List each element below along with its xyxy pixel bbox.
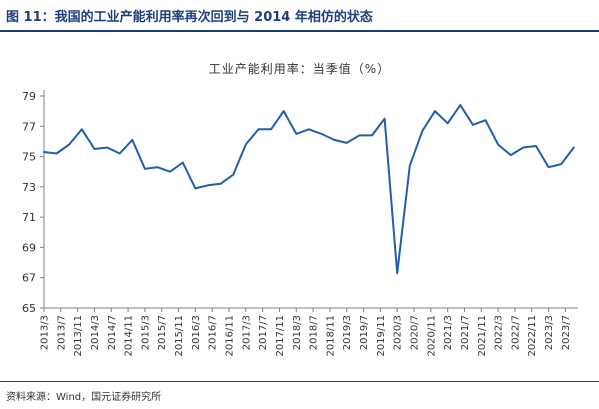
data-point — [371, 134, 373, 136]
data-point — [485, 119, 487, 121]
data-point — [43, 151, 45, 153]
x-tick-label: 2020/7 — [410, 315, 421, 350]
data-point — [434, 110, 436, 112]
data-point — [56, 153, 58, 155]
data-point — [283, 110, 285, 112]
x-tick-label: 2017/3 — [241, 315, 252, 350]
x-tick-label: 2016/11 — [225, 315, 236, 357]
x-tick-label: 2018/3 — [292, 315, 303, 350]
line-chart: 65 67 69 71 73 75 77 79 2013/3 2013/7 2013/11 2014/… — [22, 90, 578, 357]
data-point — [396, 272, 398, 274]
x-tick-label: 2016/7 — [208, 315, 219, 350]
data-point — [333, 139, 335, 141]
data-point — [535, 145, 537, 147]
data-point — [421, 130, 423, 132]
x-tick-label: 2019/11 — [376, 315, 387, 357]
data-point — [245, 144, 247, 146]
x-tick-label: 2014/7 — [107, 315, 118, 350]
data-point — [169, 171, 171, 173]
x-tick-label: 2016/3 — [191, 315, 202, 350]
data-point — [358, 134, 360, 136]
y-tick-label: 65 — [22, 302, 36, 315]
x-tick-label: 2013/11 — [73, 315, 84, 357]
data-point — [68, 144, 70, 146]
data-point — [510, 154, 512, 156]
x-tick-label: 2014/3 — [90, 315, 101, 350]
x-tick-label: 2021/11 — [477, 315, 488, 357]
data-point — [144, 168, 146, 170]
x-tick-label: 2022/7 — [510, 315, 521, 350]
data-point — [321, 133, 323, 135]
x-tick-label: 2017/11 — [275, 315, 286, 357]
y-tick-label: 75 — [22, 151, 36, 164]
y-tick-label: 69 — [22, 241, 36, 254]
x-tick-label: 2023/7 — [561, 315, 572, 350]
x-tick-label: 2022/11 — [527, 315, 538, 357]
data-point — [232, 174, 234, 176]
data-point — [522, 147, 524, 149]
x-tick-label: 2013/7 — [56, 315, 67, 350]
x-tick-label: 2018/11 — [325, 315, 336, 357]
x-tick-label: 2021/3 — [443, 315, 454, 350]
figure-title: 图 11：我国的工业产能利用率再次回到与 2014 年相仿的状态 — [6, 10, 373, 25]
x-tick-label: 2023/3 — [544, 315, 555, 350]
series-line — [43, 104, 575, 275]
data-point — [106, 147, 108, 149]
data-point — [94, 148, 96, 150]
source-note: 资料来源：Wind，国元证券研究所 — [6, 392, 162, 403]
data-point — [447, 122, 449, 124]
data-point — [308, 128, 310, 130]
data-point — [346, 142, 348, 144]
footer-divider — [0, 381, 599, 382]
x-tick-label: 2021/7 — [460, 315, 471, 350]
x-tick-label: 2015/7 — [157, 315, 168, 350]
data-point — [295, 133, 297, 135]
y-tick-label: 79 — [22, 90, 36, 103]
data-point — [497, 144, 499, 146]
data-point — [384, 118, 386, 120]
data-point — [472, 124, 474, 126]
data-point — [409, 165, 411, 167]
data-point — [207, 184, 209, 186]
data-point — [131, 139, 133, 141]
x-tick-label: 2015/3 — [140, 315, 151, 350]
x-tick-label: 2013/3 — [40, 315, 51, 350]
data-point — [81, 128, 83, 130]
x-tick-label: 2014/11 — [124, 315, 135, 357]
x-tick-label: 2015/11 — [174, 315, 185, 357]
data-point — [548, 166, 550, 168]
data-point — [194, 187, 196, 189]
data-point — [573, 147, 575, 149]
x-tick-label: 2019/3 — [342, 315, 353, 350]
y-tick-label: 67 — [22, 272, 36, 285]
chart-title: 工业产能利用率：当季值（%） — [208, 62, 391, 76]
y-tick-label: 71 — [22, 211, 36, 224]
data-point — [560, 163, 562, 165]
x-tick-label: 2022/3 — [494, 315, 505, 350]
x-tick-label: 2018/7 — [309, 315, 320, 350]
data-point — [270, 128, 272, 130]
data-point — [119, 153, 121, 155]
y-tick-label: 77 — [22, 120, 36, 133]
data-point — [157, 166, 159, 168]
data-point — [220, 183, 222, 185]
x-tick-label: 2020/11 — [426, 315, 437, 357]
data-point — [257, 128, 259, 130]
y-tick-label: 73 — [22, 181, 36, 194]
x-tick-label: 2017/7 — [258, 315, 269, 350]
x-tick-label: 2020/3 — [393, 315, 404, 350]
x-tick-label: 2019/7 — [359, 315, 370, 350]
data-point — [459, 104, 461, 106]
figure-header: 图 11：我国的工业产能利用率再次回到与 2014 年相仿的状态 — [0, 0, 599, 32]
data-point — [182, 162, 184, 164]
